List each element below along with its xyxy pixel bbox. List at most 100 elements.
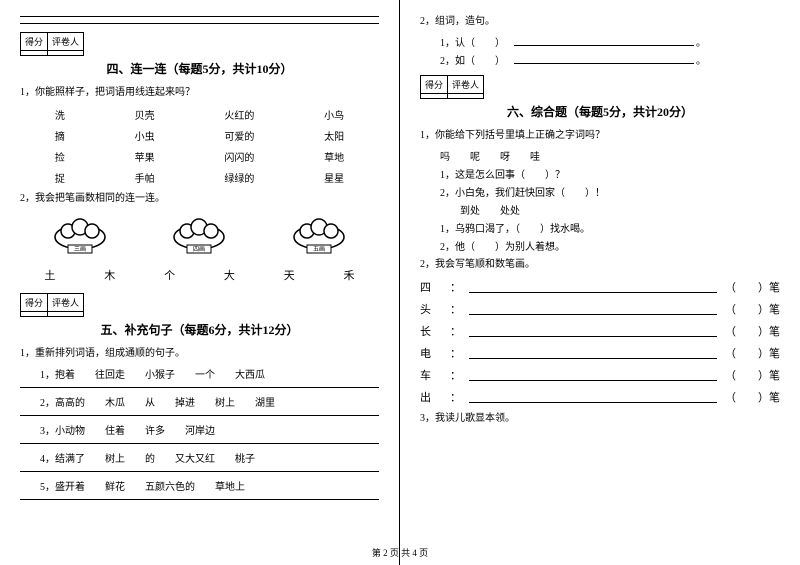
- reviewer-label: 评卷人: [48, 33, 84, 51]
- stroke-row: 电 ： （ ）笔: [420, 345, 780, 361]
- suffix: 笔: [769, 326, 780, 338]
- sentence-text: 3，小动物 住着 许多 河岸边: [40, 426, 215, 437]
- fill-item: 到处 处处: [440, 202, 780, 217]
- cloud-images: 三画 四画 五画: [20, 217, 379, 257]
- stroke-char: 长: [420, 323, 450, 339]
- word: 手帕: [135, 170, 155, 185]
- word: 火红的: [224, 107, 254, 122]
- suffix: 笔: [769, 282, 780, 294]
- stroke-line: [469, 303, 717, 315]
- connect-row: 洗 贝壳 火红的 小鸟: [20, 107, 379, 122]
- page-footer: 第 2 页 共 4 页: [0, 546, 800, 559]
- colon: ：: [450, 323, 461, 339]
- stroke-line: [469, 369, 717, 381]
- word: 捡: [55, 149, 65, 164]
- left-column: 得分 评卷人 四、连一连（每题5分，共计10分） 1，你能照样子，把词语用线连起…: [0, 0, 400, 565]
- page: 得分 评卷人 四、连一连（每题5分，共计10分） 1，你能照样子，把词语用线连起…: [0, 0, 800, 565]
- score-label: 得分: [21, 33, 48, 51]
- compose-label: 1，认（ ）: [440, 38, 505, 49]
- char: 天: [284, 267, 295, 283]
- period: 。: [696, 38, 706, 49]
- connect-row: 摘 小虫 可爱的 太阳: [20, 128, 379, 143]
- reviewer-label: 评卷人: [448, 76, 484, 94]
- blank-line: [20, 16, 379, 17]
- stroke-count: （ ）笔: [725, 301, 780, 317]
- word: 星星: [324, 170, 344, 185]
- char-row: 土 木 个 大 天 禾: [20, 267, 379, 283]
- stroke-row: 四 ： （ ）笔: [420, 279, 780, 295]
- answer-line: [20, 415, 379, 416]
- score-table: 得分 评卷人: [20, 32, 84, 56]
- blank-line: [20, 23, 379, 24]
- stroke-row: 出 ： （ ）笔: [420, 389, 780, 405]
- word: 可爱的: [224, 128, 254, 143]
- section5-title: 五、补充句子（每题6分，共计12分）: [20, 321, 379, 338]
- section4-q1: 1，你能照样子，把词语用线连起来吗？: [20, 85, 379, 101]
- score-label: 得分: [21, 294, 48, 312]
- svg-text:四画: 四画: [193, 246, 205, 253]
- char: 个: [164, 267, 175, 283]
- sentence-text: 4，结满了 树上 的 又大又红 桃子: [40, 454, 255, 465]
- section6-q2: 2，我会写笔顺和数笔画。: [420, 257, 780, 273]
- colon: ：: [450, 367, 461, 383]
- char: 大: [224, 267, 235, 283]
- colon: ：: [450, 301, 461, 317]
- stroke-line: [469, 391, 717, 403]
- word: 贝壳: [135, 107, 155, 122]
- fill-line: [514, 34, 694, 46]
- suffix: 笔: [769, 304, 780, 316]
- word: 捉: [55, 170, 65, 185]
- char: 禾: [344, 267, 355, 283]
- score-cell: [21, 312, 48, 317]
- stroke-count: （ ）笔: [725, 389, 780, 405]
- word: 太阳: [324, 128, 344, 143]
- sentence-item: 5，盛开着 鲜花 五颜六色的 草地上: [40, 478, 379, 493]
- fill-item: 1，这是怎么回事（ ）？: [440, 166, 780, 181]
- stroke-count: （ ）笔: [725, 345, 780, 361]
- colon: ：: [450, 279, 461, 295]
- reviewer-cell: [48, 51, 84, 56]
- colon: ：: [450, 345, 461, 361]
- stroke-char: 车: [420, 367, 450, 383]
- section6-title: 六、综合题（每题5分，共计20分）: [420, 103, 780, 120]
- suffix: 笔: [769, 370, 780, 382]
- section4-q2: 2，我会把笔画数相同的连一连。: [20, 191, 379, 207]
- stroke-count: （ ）笔: [725, 367, 780, 383]
- reviewer-cell: [48, 312, 84, 317]
- cloud-icon: 三画: [50, 217, 110, 257]
- connect-row: 捉 手帕 绿绿的 星星: [20, 170, 379, 185]
- score-table: 得分 评卷人: [20, 293, 84, 317]
- section4-title: 四、连一连（每题5分，共计10分）: [20, 60, 379, 77]
- word: 摘: [55, 128, 65, 143]
- word: 小鸟: [324, 107, 344, 122]
- stroke-row: 头 ： （ ）笔: [420, 301, 780, 317]
- word: 小虫: [135, 128, 155, 143]
- word: 闪闪的: [224, 149, 254, 164]
- fill-item: 2，他（ ）为别人着想。: [440, 238, 780, 253]
- colon: ：: [450, 389, 461, 405]
- word: 苹果: [135, 149, 155, 164]
- char: 土: [44, 267, 55, 283]
- stroke-char: 电: [420, 345, 450, 361]
- fill-item: 2，小白兔，我们赶快回家（ ）！: [440, 184, 780, 199]
- suffix: 笔: [769, 348, 780, 360]
- stroke-line: [469, 347, 717, 359]
- stroke-row: 长 ： （ ）笔: [420, 323, 780, 339]
- stroke-char: 头: [420, 301, 450, 317]
- period: 。: [696, 56, 706, 67]
- answer-line: [20, 387, 379, 388]
- fill-item: 1，乌鸦口渴了，（ ）找水喝。: [440, 220, 780, 235]
- score-label: 得分: [421, 76, 448, 94]
- char: 木: [104, 267, 115, 283]
- section4-header: 得分 评卷人: [20, 32, 379, 56]
- sentence-item: 3，小动物 住着 许多 河岸边: [40, 422, 379, 437]
- reviewer-cell: [448, 94, 484, 99]
- sentence-item: 2，高高的 木瓜 从 掉进 树上 湖里: [40, 394, 379, 409]
- score-cell: [21, 51, 48, 56]
- sentence-text: 2，高高的 木瓜 从 掉进 树上 湖里: [40, 398, 275, 409]
- compose-label: 2，如（ ）: [440, 56, 505, 67]
- sentence-text: 5，盛开着 鲜花 五颜六色的 草地上: [40, 482, 245, 493]
- score-cell: [421, 94, 448, 99]
- stroke-char: 四: [420, 279, 450, 295]
- cloud-icon: 五画: [289, 217, 349, 257]
